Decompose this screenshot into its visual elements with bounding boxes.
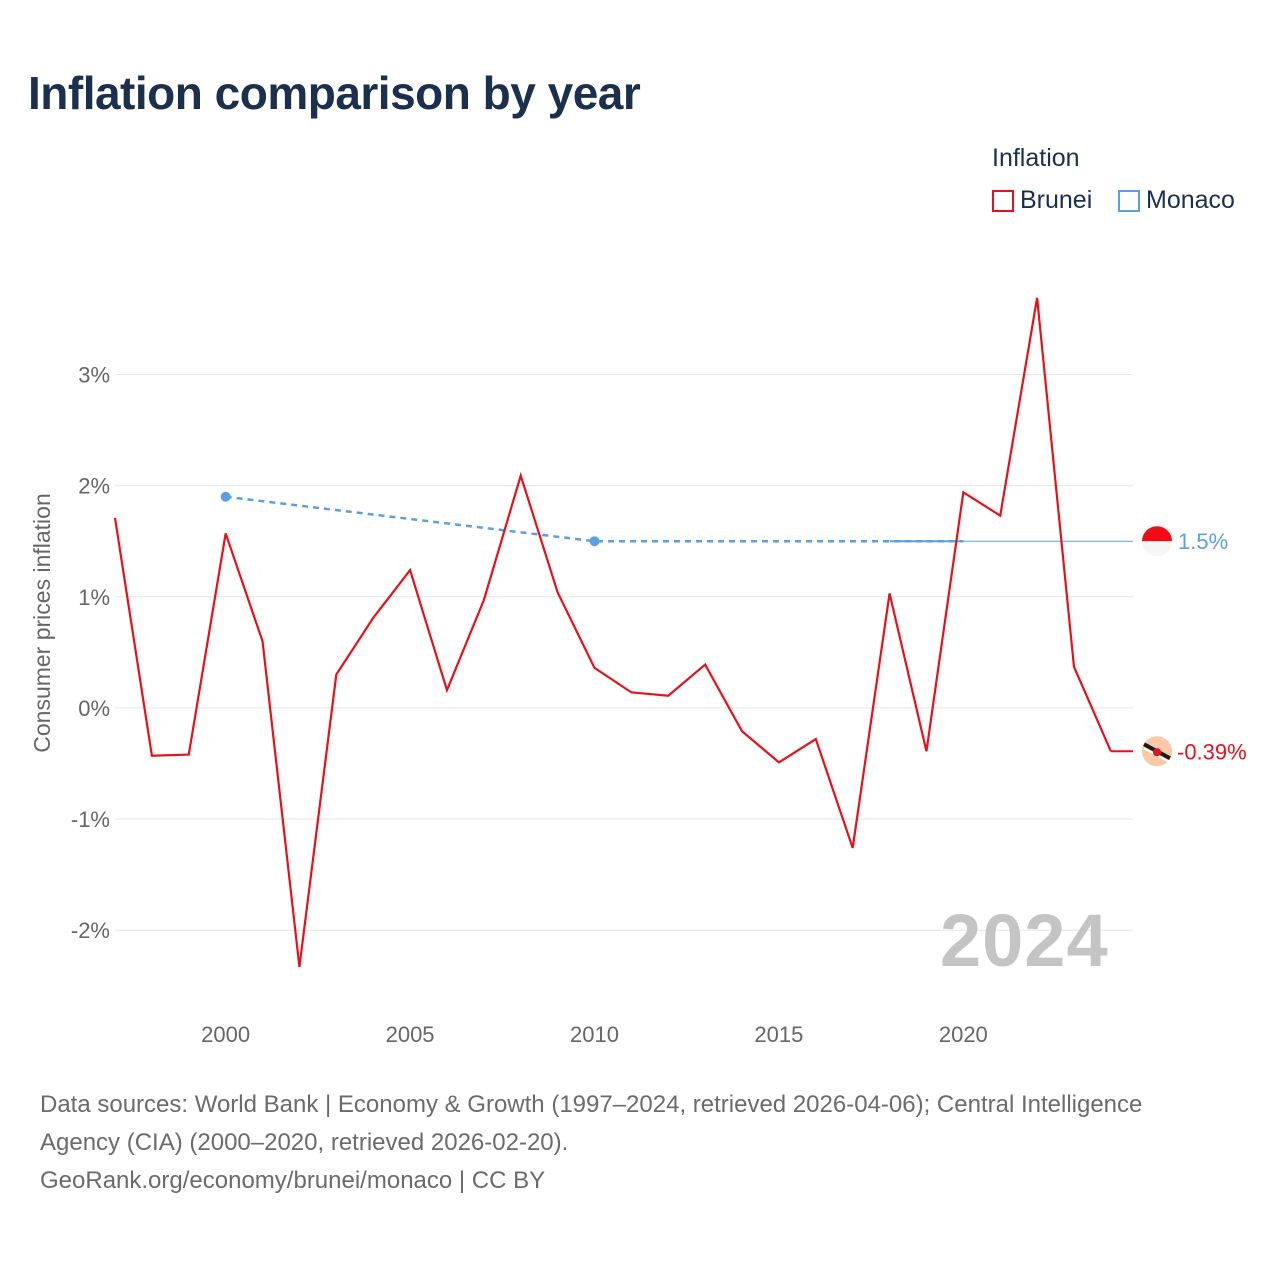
- legend-title: Inflation: [992, 144, 1080, 172]
- chart-title: Inflation comparison by year: [28, 67, 641, 119]
- footer-sources-line-2: Agency (CIA) (2000–2020, retrieved 2026-…: [40, 1129, 569, 1156]
- end-label-monaco: 1.5%: [1178, 529, 1228, 554]
- series-line-brunei: [113, 297, 1112, 968]
- y-axis-title: Consumer prices inflation: [29, 493, 55, 753]
- y-tick-label: 2%: [78, 474, 110, 499]
- y-tick-label: 0%: [78, 696, 110, 721]
- legend-label-monaco: Monaco: [1146, 186, 1235, 214]
- y-tick-label: -2%: [71, 918, 110, 943]
- footer: Data sources: World Bank | Economy & Gro…: [40, 1086, 1240, 1200]
- year-watermark: 2024: [940, 899, 1109, 982]
- footer-sources-line-1: Data sources: World Bank | Economy & Gro…: [40, 1091, 1143, 1118]
- legend-label-brunei: Brunei: [1020, 186, 1093, 214]
- legend-item-monaco[interactable]: Monaco: [1118, 186, 1235, 215]
- end-label-brunei: -0.39%: [1177, 739, 1247, 764]
- y-tick-label: -1%: [71, 807, 110, 832]
- x-tick-label: 2000: [201, 1022, 250, 1047]
- y-tick-label: 3%: [78, 362, 110, 387]
- data-point-monaco: [589, 536, 600, 547]
- flag-monaco-top: [1142, 526, 1172, 542]
- footer-attribution[interactable]: GeoRank.org/economy/brunei/monaco | CC B…: [40, 1167, 546, 1194]
- y-tick-label: 1%: [78, 585, 110, 610]
- x-tick-label: 2005: [386, 1022, 435, 1047]
- flag-brunei-emblem: [1153, 748, 1161, 757]
- series-line-monaco: [225, 495, 964, 543]
- legend-swatch-monaco: [1118, 189, 1140, 212]
- x-tick-label: 2020: [939, 1022, 988, 1047]
- data-point-monaco: [220, 491, 231, 502]
- flag-monaco-bottom: [1142, 541, 1172, 557]
- x-tick-label: 2015: [754, 1022, 803, 1047]
- x-tick-label: 2010: [570, 1022, 619, 1047]
- legend-item-brunei[interactable]: Brunei: [992, 186, 1092, 215]
- legend-swatch-brunei: [992, 189, 1014, 212]
